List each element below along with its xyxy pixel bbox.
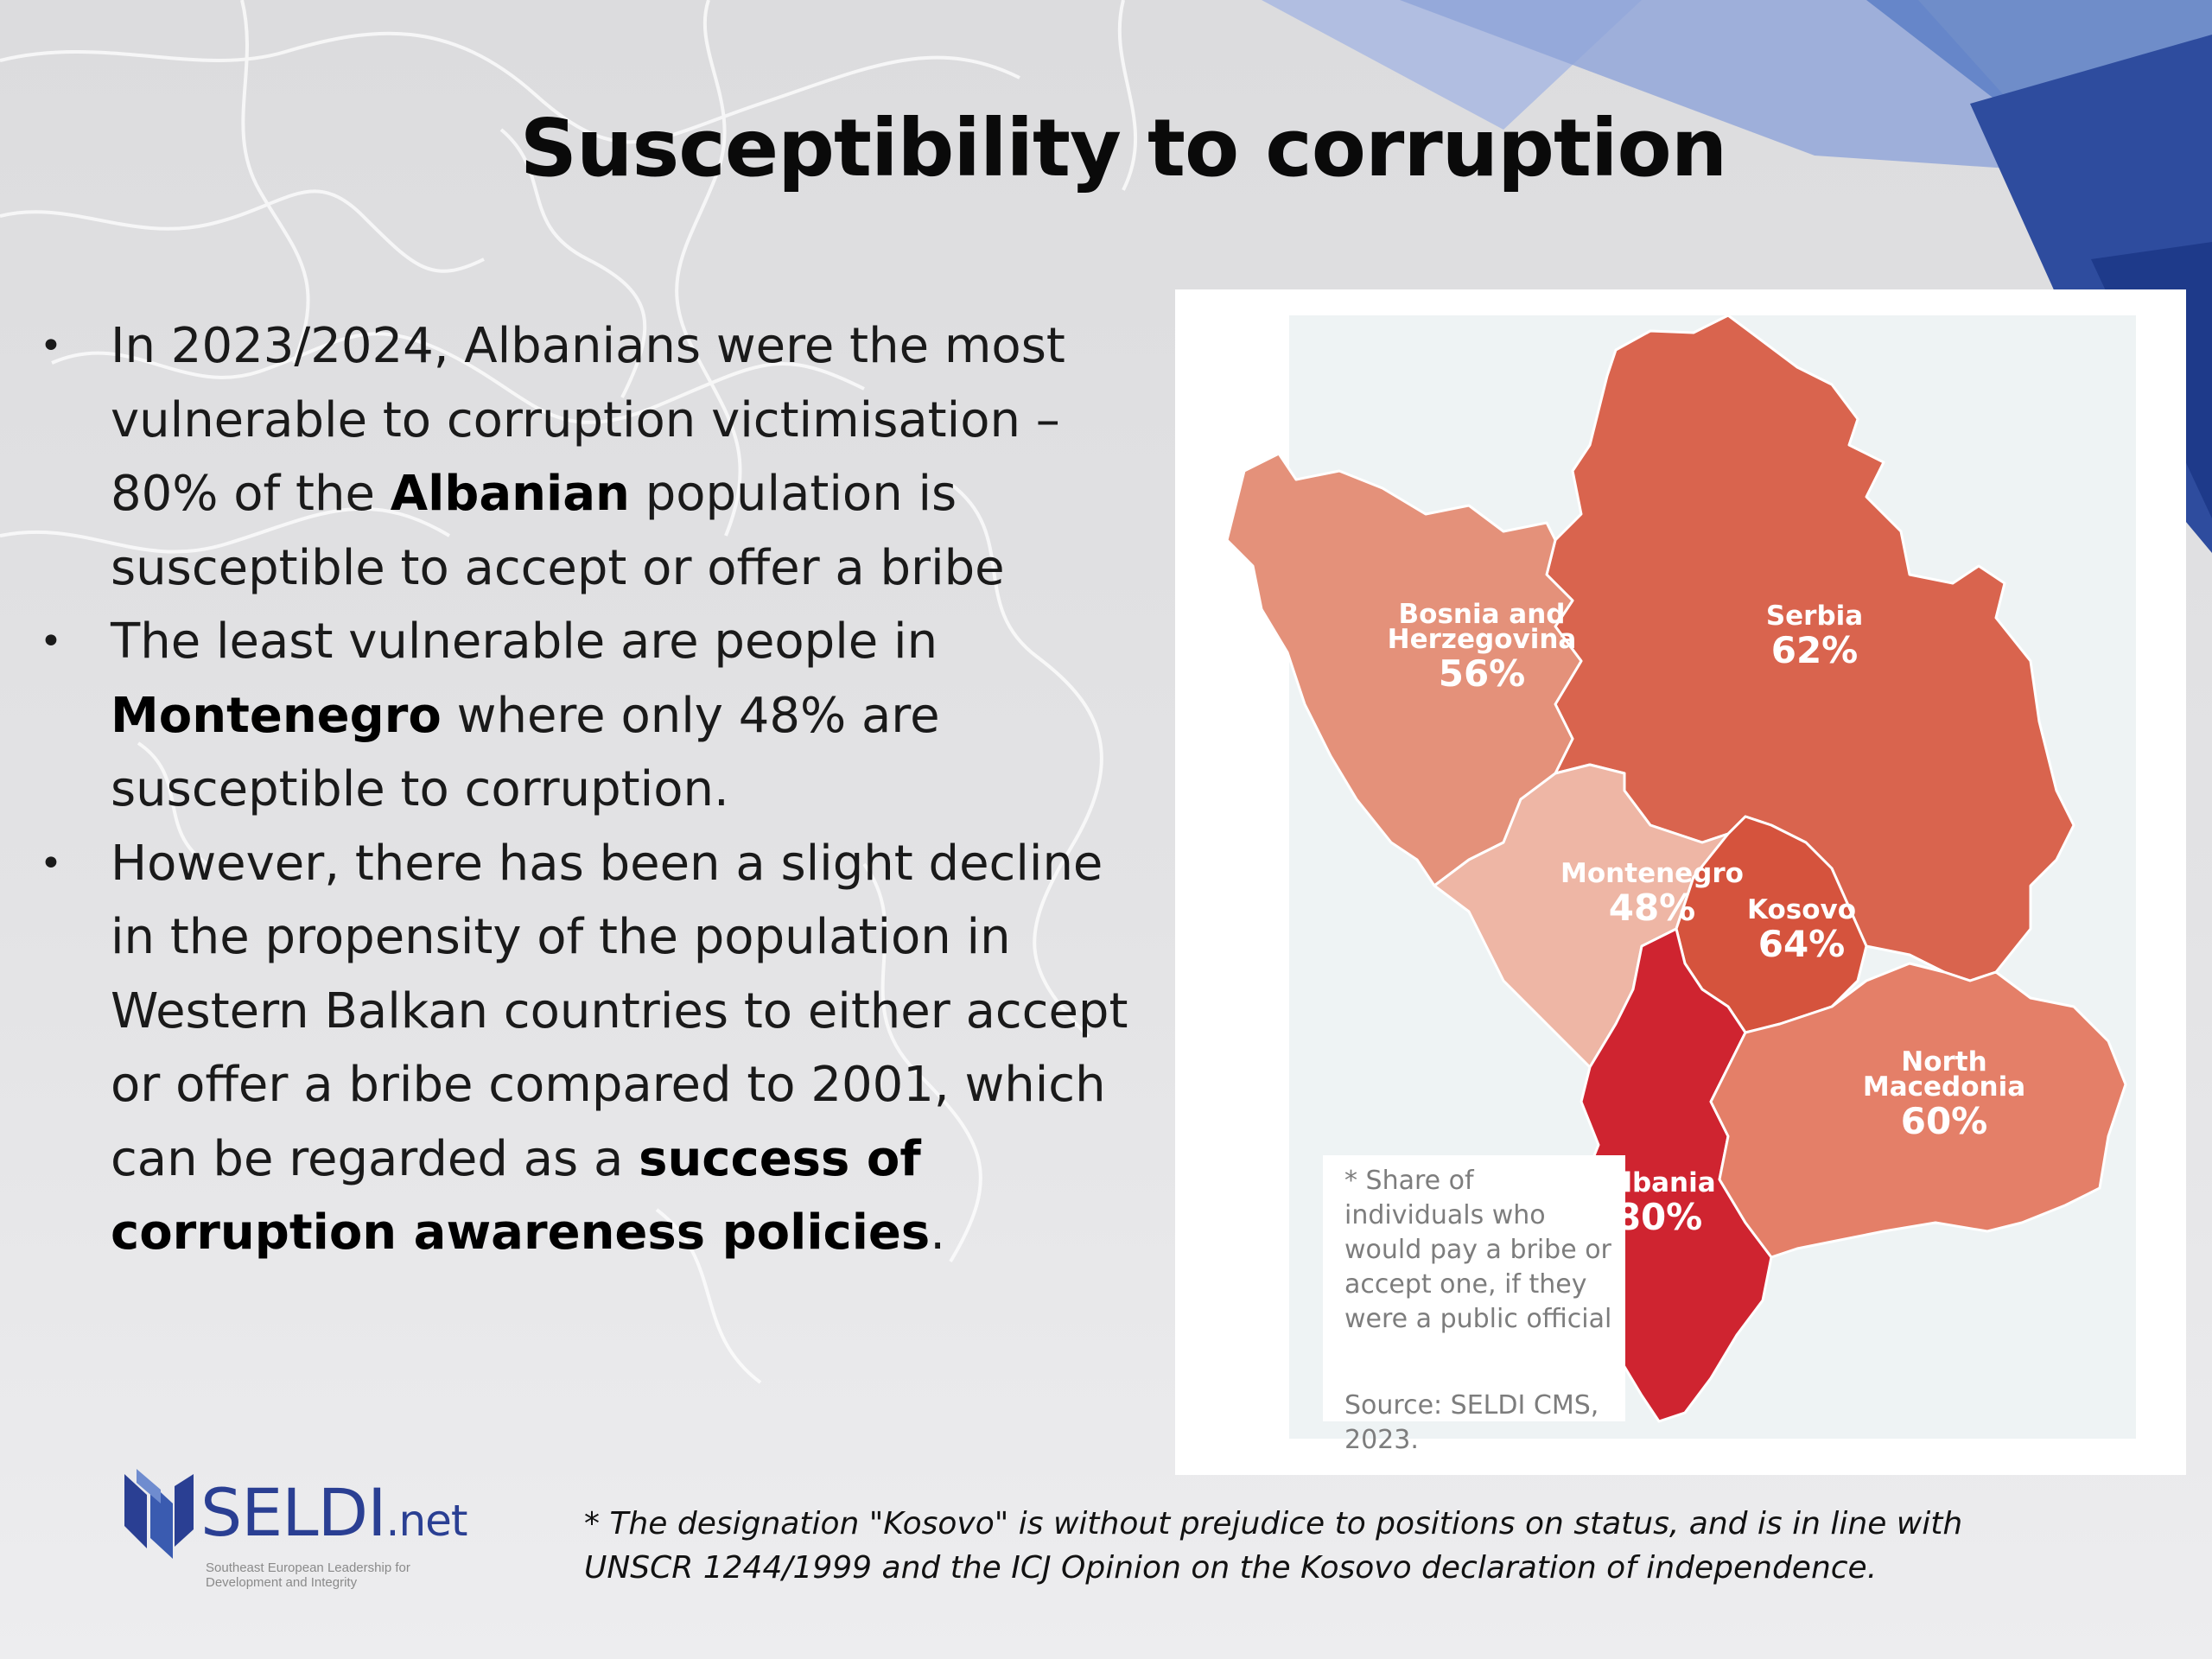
label-north-macedonia-name-2: Macedonia [1862,1071,2026,1103]
bullet-text-2c: where only 48% are susceptible to corrup… [111,687,940,818]
logo-wordmark: SELDI.net [200,1474,467,1551]
label-kosovo: Kosovo 64% [1715,894,1888,965]
bullet-list: • In 2023/2024, Albanians were the most v… [38,309,1144,1270]
bullet-text-3c: . [930,1205,946,1261]
slide-title: Susceptibility to corruption [519,102,1728,194]
logo-tagline: Southeast European Leadership for Develo… [206,1560,410,1590]
logo-suffix: .net [385,1496,468,1546]
bullet-text-2a: The least vulnerable are people in [111,613,938,670]
bullet-marker: • [40,841,62,886]
bullet-text-1b: Albanian [390,466,630,522]
map-note: * Share of individuals who would pay a b… [1344,1166,1612,1334]
bullet-marker: • [40,620,62,664]
bullet-item: • The least vulnerable are people in Mont… [38,605,1144,827]
map-note-box [1323,1155,1625,1421]
bullet-item: • In 2023/2024, Albanians were the most v… [38,309,1144,605]
label-bosnia-value: 56% [1438,652,1526,695]
label-montenegro-name: Montenegro [1560,858,1744,889]
bullet-item: • However, there has been a slight declin… [38,827,1144,1270]
label-kosovo-value: 64% [1758,923,1846,965]
bullet-text-3a: However, there has been a slight decline… [111,835,1128,1187]
logo-name: SELDI [200,1474,387,1551]
label-bosnia-name-2: Herzegovina [1387,624,1577,655]
label-bosnia-name-1: Bosnia and [1398,599,1566,630]
region-north-macedonia[interactable] [1709,962,2127,1259]
label-kosovo-name: Kosovo [1746,894,1857,925]
label-serbia: Serbia 62% [1711,601,1918,671]
label-albania-value: 80% [1615,1196,1703,1238]
map-source: Source: SELDI CMS, 2023. [1344,1390,1599,1455]
label-serbia-name: Serbia [1765,601,1864,632]
bullet-text-1a: In 2023/2024, Albanians were the most vu… [111,318,1065,522]
label-north-macedonia-value: 60% [1900,1100,1988,1142]
seldi-logo: SELDI.net Southeast European Leadership … [121,1469,527,1607]
label-bosnia: Bosnia and Herzegovina 56% [1352,599,1611,695]
label-north-macedonia: North Macedonia 60% [1840,1046,2048,1142]
bullet-text-1c: population is susceptible to accept or o… [111,466,1005,596]
label-serbia-value: 62% [1770,629,1859,671]
bullet-text-2b: Montenegro [111,687,442,744]
map-card: Bosnia and Herzegovina 56% Serbia 62% Mo… [1175,289,2186,1475]
seldi-logo-mark-icon [124,1469,194,1559]
label-north-macedonia-name-1: North [1901,1046,1987,1077]
footnote: * The designation "Kosovo" is without pr… [584,1506,1963,1586]
bullet-marker: • [40,324,62,368]
bullet-text-3b: success of corruption awareness policies [111,1130,931,1262]
label-montenegro-value: 48% [1608,887,1696,929]
label-montenegro: Montenegro 48% [1548,861,1756,926]
